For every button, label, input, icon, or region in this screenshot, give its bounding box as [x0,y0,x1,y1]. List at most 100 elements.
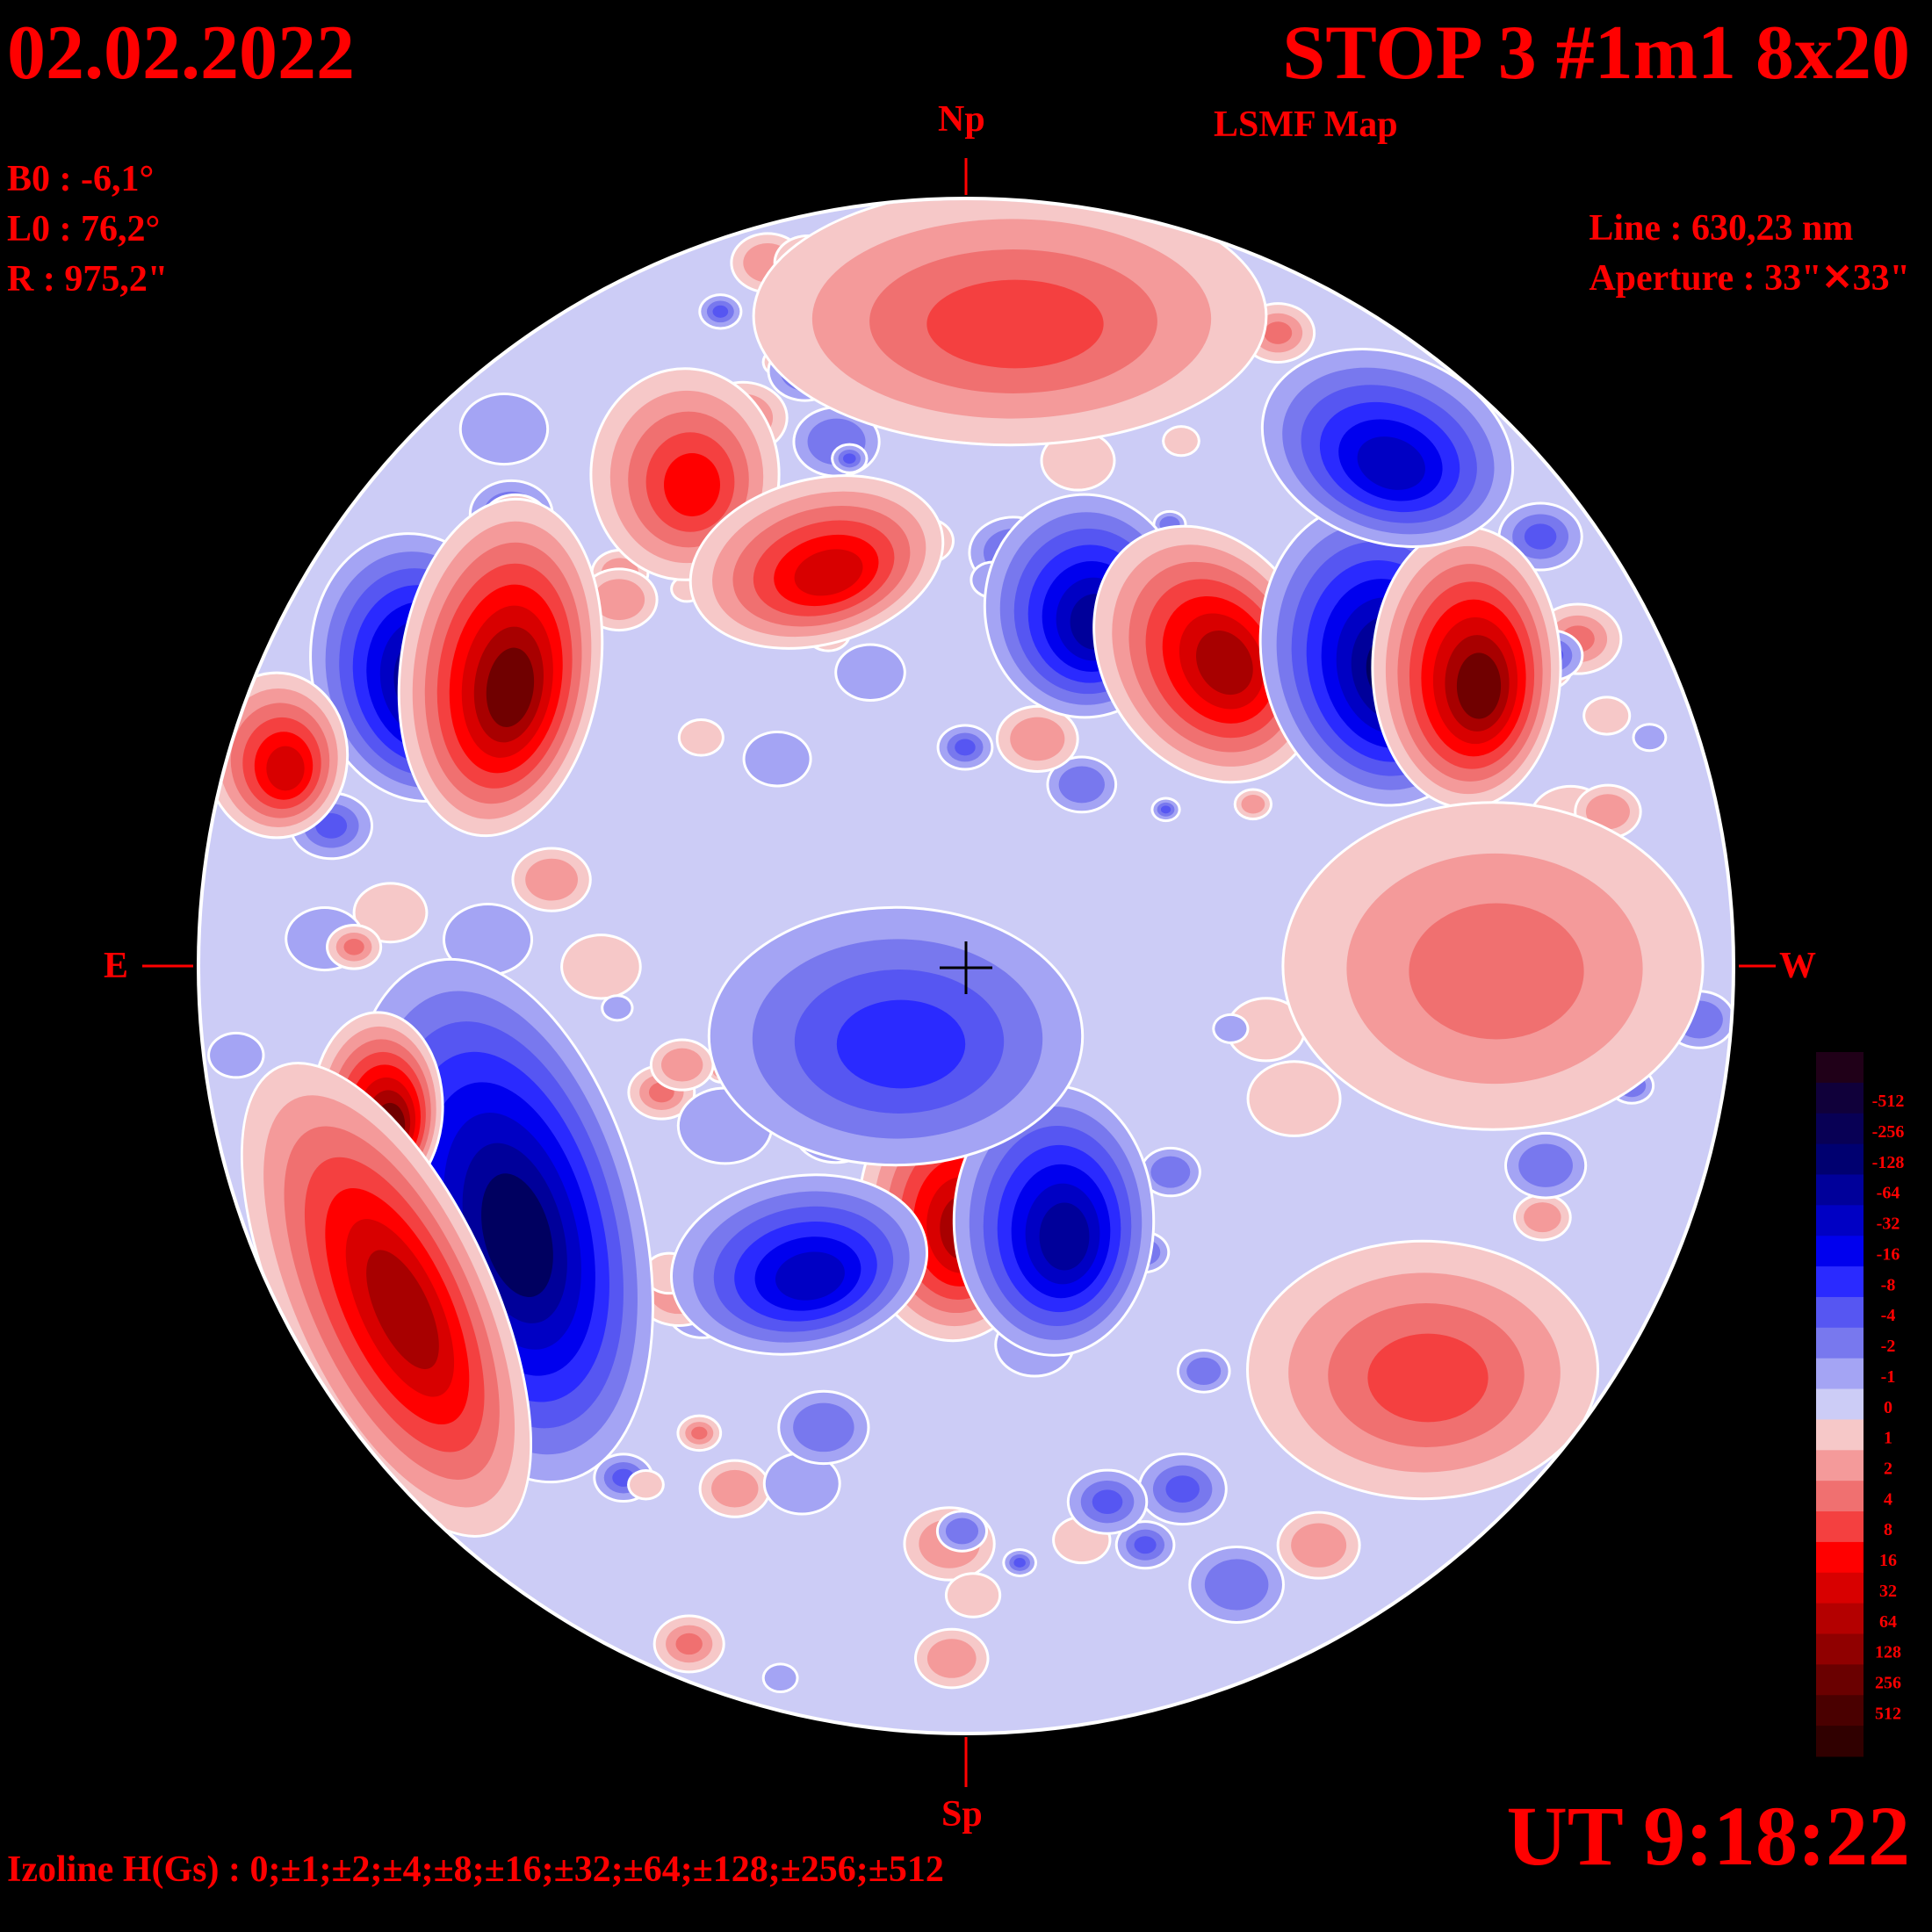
colorbar-swatch [1816,1481,1864,1512]
colorbar-swatch [1816,1052,1864,1084]
colorbar-tick-label: 0 [1884,1398,1892,1417]
colorbar-tick-label: -2 [1881,1337,1896,1356]
field-speckle [1225,997,1307,1063]
field-speckle [1137,1453,1228,1526]
field-speckle [676,1414,723,1453]
colorbar-tick-label: -1 [1881,1367,1896,1387]
field-speckle [698,293,743,330]
field-speckle [442,903,534,977]
colorbar-swatch [1816,1205,1864,1236]
date-label: 02.02.2022 [7,11,355,96]
region-east-active-pos [397,497,604,838]
field-speckle [1188,1545,1285,1624]
field-speckle [326,924,383,970]
field-speckle [742,730,812,788]
colorbar-swatch [1816,1296,1864,1329]
region-sw-pos-lower [240,1062,533,1538]
colorbar-tick-label: -256 [1872,1122,1905,1142]
field-speckle [1046,755,1118,814]
colorbar-tick-label: 32 [1879,1582,1897,1601]
l0-value: L0 : 76,2° [7,209,161,249]
colorbar-swatch [1816,1541,1864,1574]
colorbar-swatch [1816,1603,1864,1635]
field-speckle [1246,1060,1342,1137]
colorbar-swatch [1816,1327,1864,1359]
field-speckle [560,934,642,1000]
colorbar-tick-label: -16 [1877,1244,1900,1264]
observation-title: STOP 3 #1m1 8x20 [1282,11,1910,96]
field-speckle [627,1468,665,1501]
colorbar-swatch [1816,1143,1864,1175]
field-speckle [913,1627,990,1690]
magnetic-regions [204,200,1732,1694]
instrument-info: Line : 630,23 nm Aperture : 33"✕33" [1589,204,1910,304]
colorbar-swatch [1816,1633,1864,1665]
colorbar-tick-label: 4 [1884,1489,1892,1509]
colorbar-tick-label: 8 [1884,1520,1892,1539]
field-speckle [458,392,550,466]
colorbar-swatch [1816,1419,1864,1451]
region-north-central-pos [688,474,945,650]
colorbar-swatch [1816,1082,1864,1114]
region-south-west-neg [669,1173,929,1356]
region-north-pos [752,200,1268,447]
field-speckle [944,1572,1002,1618]
aperture-value: Aperture : 33"✕33" [1589,258,1910,299]
region-center-neg [707,905,1085,1167]
region-far-west-pos [1371,525,1562,810]
colorbar: -512 -256 -128 -64 -32 -16 -8 -4 -2 -1 0 1 2 4 8 16 32 64… [1816,1052,1904,1757]
field-speckle [1212,1013,1250,1044]
center-crosshair-icon [940,941,992,994]
field-speckle [652,1614,725,1674]
field-speckle [1176,1349,1231,1394]
field-speckle [761,1662,799,1694]
radius-value: R : 975,2" [7,259,169,299]
field-speckle [1632,723,1668,753]
region-east-right-pos [1281,801,1705,1131]
field-speckle [1582,696,1632,736]
colorbar-swatch [1816,1664,1864,1696]
field-speckle [352,882,429,944]
colorbar-swatch [1816,1113,1864,1145]
field-speckle [935,1510,989,1553]
colorbar-swatch [1816,1388,1864,1420]
field-speckle [834,643,906,702]
colorbar-swatch [1816,1174,1864,1206]
north-pole-label: Np [938,99,985,140]
colorbar-swatch [1816,1511,1864,1543]
field-speckle [1150,797,1181,823]
colorbar-tick-label: -512 [1872,1092,1905,1111]
field-speckle [936,724,994,771]
colorbar-swatch [1816,1358,1864,1390]
region-south-neg [952,1085,1156,1357]
colorbar-tick-label: 128 [1875,1643,1901,1662]
east-label: E [104,946,129,986]
field-speckle [1139,1146,1201,1198]
field-speckle [1276,1510,1361,1580]
izoline-legend: Izoline H(Gs) : 0;±1;±2;±4;±8;±16;±32;±6… [7,1849,944,1890]
colorbar-tick-label: -128 [1872,1153,1905,1172]
field-speckle [995,704,1079,773]
colorbar-tick-label: 16 [1879,1551,1897,1570]
field-speckle [762,1452,841,1516]
colorbar-swatch [1816,1236,1864,1267]
field-speckle [511,847,592,912]
colorbar-tick-label: -64 [1877,1184,1900,1203]
region-limb-east-pos [204,671,350,840]
field-speckle [1162,425,1200,458]
field-speckle [677,718,724,757]
field-speckle [207,1031,265,1079]
colorbar-tick-label: 64 [1879,1612,1897,1632]
line-value: Line : 630,23 nm [1589,208,1854,249]
ut-time: UT 9:18:22 [1506,1789,1910,1883]
solar-parameters: B0 : -6,1° L0 : 76,2° R : 975,2" [7,155,168,305]
west-label: W [1779,946,1816,986]
field-speckle [1504,1131,1588,1200]
field-speckle [831,443,869,474]
colorbar-swatch [1816,1266,1864,1298]
colorbar-tick-label: 1 [1884,1429,1892,1448]
b0-value: B0 : -6,1° [7,159,155,199]
field-speckle [1002,1547,1038,1577]
field-speckle [1066,1468,1149,1535]
